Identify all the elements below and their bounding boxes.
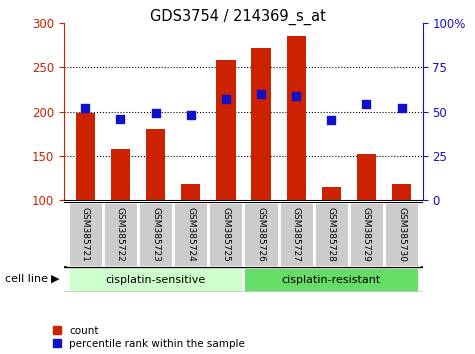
Bar bbox=[76, 113, 95, 200]
Bar bbox=[111, 149, 130, 200]
Text: GSM385727: GSM385727 bbox=[292, 207, 301, 262]
Text: GSM385725: GSM385725 bbox=[221, 207, 230, 262]
Point bbox=[398, 105, 406, 111]
Bar bbox=[103, 202, 138, 267]
Bar bbox=[208, 202, 244, 267]
Point bbox=[363, 102, 371, 107]
Text: GSM385726: GSM385726 bbox=[256, 207, 266, 262]
Bar bbox=[138, 202, 173, 267]
Text: GSM385723: GSM385723 bbox=[151, 207, 160, 262]
Point bbox=[187, 112, 194, 118]
Bar bbox=[384, 202, 419, 267]
Text: cisplatin-sensitive: cisplatin-sensitive bbox=[105, 275, 206, 285]
Bar bbox=[67, 267, 243, 292]
Bar bbox=[216, 60, 236, 200]
Text: GSM385721: GSM385721 bbox=[81, 207, 90, 262]
Text: cell line: cell line bbox=[5, 274, 48, 284]
Point bbox=[293, 93, 300, 98]
Bar bbox=[146, 129, 165, 200]
Point bbox=[257, 91, 265, 97]
Bar bbox=[244, 267, 419, 292]
Bar bbox=[357, 154, 376, 200]
Bar bbox=[279, 202, 314, 267]
Bar bbox=[322, 187, 341, 200]
Bar bbox=[314, 202, 349, 267]
Text: GSM385730: GSM385730 bbox=[397, 207, 406, 262]
Point bbox=[328, 118, 335, 123]
Text: GSM385722: GSM385722 bbox=[116, 207, 125, 262]
Text: GDS3754 / 214369_s_at: GDS3754 / 214369_s_at bbox=[150, 9, 325, 25]
Bar bbox=[286, 36, 306, 200]
Bar bbox=[244, 202, 279, 267]
Bar bbox=[173, 202, 208, 267]
Bar bbox=[181, 184, 200, 200]
Bar bbox=[67, 202, 103, 267]
Bar bbox=[392, 184, 411, 200]
Text: cisplatin-resistant: cisplatin-resistant bbox=[282, 275, 381, 285]
Point bbox=[81, 105, 89, 111]
Text: GSM385729: GSM385729 bbox=[362, 207, 371, 262]
Text: ▶: ▶ bbox=[51, 274, 59, 284]
Text: GSM385724: GSM385724 bbox=[186, 207, 195, 262]
Point bbox=[152, 110, 159, 116]
Bar bbox=[251, 48, 271, 200]
Bar bbox=[349, 202, 384, 267]
Text: GSM385728: GSM385728 bbox=[327, 207, 336, 262]
Point bbox=[116, 116, 124, 121]
Point bbox=[222, 96, 229, 102]
Legend: count, percentile rank within the sample: count, percentile rank within the sample bbox=[53, 326, 245, 349]
